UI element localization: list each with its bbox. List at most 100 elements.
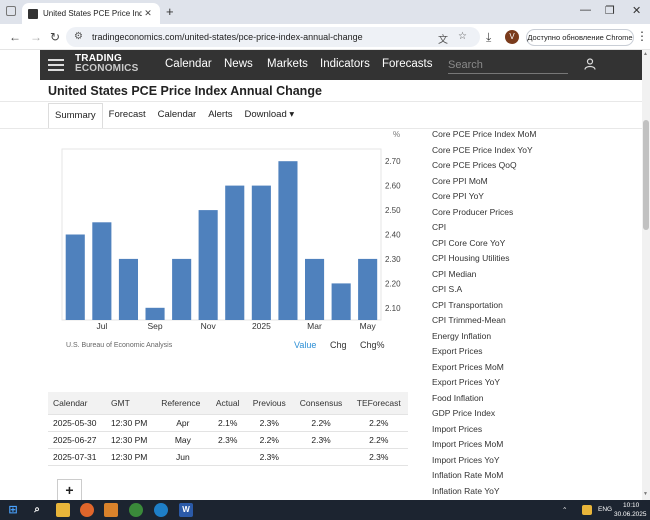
related-indicator-link[interactable]: CPI — [432, 222, 447, 232]
related-indicator-link[interactable]: Inflation Rate YoY — [432, 485, 500, 496]
add-calendar-button[interactable]: + — [57, 479, 82, 501]
nav-indicators[interactable]: Indicators — [320, 58, 370, 70]
related-indicator-link[interactable]: Inflation Rate MoM — [432, 470, 504, 480]
x-tick-label: Nov — [201, 321, 217, 331]
related-indicator-link[interactable]: Import Prices — [432, 423, 483, 434]
chart-bar[interactable] — [278, 161, 298, 320]
tab-list-icon[interactable] — [6, 6, 16, 16]
user-account-icon[interactable] — [584, 58, 596, 70]
new-tab-button[interactable]: + — [166, 4, 174, 19]
tab-close-icon[interactable]: ✕ — [144, 8, 152, 18]
url-text[interactable]: tradingeconomics.com/united-states/pce-p… — [92, 32, 363, 42]
chart-bar[interactable] — [118, 258, 138, 320]
word-icon[interactable]: W — [179, 503, 193, 517]
cell-date: 2025-06-27 — [48, 431, 106, 449]
windows-start-icon[interactable]: ⊞ — [8, 504, 18, 516]
maximize-icon[interactable]: ❐ — [605, 5, 615, 17]
scroll-down-icon[interactable]: ▼ — [643, 491, 648, 497]
related-indicator-link[interactable]: Import Prices YoY — [432, 454, 500, 465]
scroll-up-icon[interactable]: ▲ — [643, 51, 648, 57]
nav-news[interactable]: News — [224, 58, 253, 70]
related-indicator-link[interactable]: Core Producer Prices — [432, 206, 514, 217]
chart-bar[interactable] — [305, 258, 325, 320]
url-field[interactable]: ⚙ tradingeconomics.com/united-states/pce… — [66, 27, 480, 47]
nav-forecasts[interactable]: Forecasts — [382, 58, 433, 70]
site-info-icon[interactable]: ⚙ — [74, 31, 83, 42]
related-indicator-link[interactable]: Export Prices — [432, 346, 483, 356]
nav-calendar[interactable]: Calendar — [165, 58, 212, 70]
tab-title: United States PCE Price Index Ann — [43, 9, 142, 18]
hamburger-menu-icon[interactable] — [48, 59, 64, 71]
window-close-icon[interactable]: ✕ — [632, 5, 642, 17]
nav-markets[interactable]: Markets — [267, 58, 308, 70]
cell-reference: Apr — [156, 414, 210, 432]
tab-summary[interactable]: Summary — [48, 103, 103, 129]
download-icon[interactable]: ⤓ — [486, 30, 492, 44]
related-indicator-link[interactable]: Import Prices MoM — [432, 439, 504, 449]
chart-bar[interactable] — [358, 258, 378, 320]
tab-alerts[interactable]: Alerts — [208, 109, 233, 120]
chart-bar[interactable] — [331, 283, 351, 320]
chart-chg-button[interactable]: Chg — [330, 340, 347, 350]
tab-calendar[interactable]: Calendar — [157, 109, 197, 120]
cell-reference: May — [156, 431, 210, 449]
related-indicator-link[interactable]: Export Prices YoY — [432, 377, 501, 387]
file-explorer-icon[interactable] — [56, 503, 70, 517]
chart-bar[interactable] — [225, 185, 245, 320]
site-search-input[interactable] — [448, 56, 568, 74]
related-indicator-link[interactable]: Food Inflation — [432, 392, 484, 403]
browser-tab[interactable]: United States PCE Price Index Ann ✕ — [22, 3, 160, 24]
chart-bar[interactable] — [92, 222, 112, 320]
related-indicator-link[interactable]: Core PCE Prices QoQ — [432, 160, 517, 170]
related-indicator-link[interactable]: CPI S.A — [432, 284, 463, 294]
taskbar-search-icon[interactable]: ⌕ — [34, 504, 40, 515]
forward-arrow-icon[interactable]: → — [30, 30, 42, 44]
tray-app-icon[interactable] — [582, 505, 592, 515]
tab-forecast[interactable]: Forecast — [108, 109, 146, 120]
page-scrollbar[interactable]: ▲ ▼ — [642, 50, 650, 500]
clock-date[interactable]: 30.06.2025 — [614, 511, 647, 518]
keyboard-language[interactable]: ENG — [598, 506, 613, 513]
related-indicator-link[interactable]: Core PPI MoM — [432, 175, 488, 186]
tab-download[interactable]: Download ▾ — [244, 109, 295, 120]
bookmark-star-icon[interactable]: ☆ — [458, 31, 467, 42]
minimize-icon[interactable]: — — [580, 4, 591, 16]
related-indicator-link[interactable]: Core PCE Price Index MoM — [432, 129, 537, 139]
chart-bar[interactable] — [251, 185, 271, 320]
cell-date: 2025-07-31 — [48, 448, 106, 466]
col-gmt: GMT — [105, 392, 157, 415]
chrome-update-button[interactable]: Доступно обновление Chrome — [526, 29, 634, 46]
scroll-thumb[interactable] — [643, 120, 649, 230]
related-indicator-link[interactable]: Energy Inflation — [432, 330, 492, 341]
related-indicator-link[interactable]: CPI Median — [432, 268, 477, 279]
related-indicator-link[interactable]: Export Prices MoM — [432, 361, 504, 372]
cell-teforecast: 2.2% — [349, 414, 408, 432]
related-indicator-link[interactable]: Core PPI YoY — [432, 191, 484, 201]
related-indicator-link[interactable]: CPI Trimmed-Mean — [432, 315, 506, 325]
app-icon[interactable] — [104, 503, 118, 517]
back-arrow-icon[interactable]: ← — [9, 30, 21, 44]
browser-menu-icon[interactable]: ⋮ — [636, 29, 648, 43]
related-indicator-link[interactable]: CPI Housing Utilities — [432, 253, 510, 263]
chart-chg-pct-button[interactable]: Chg% — [360, 340, 385, 350]
site-logo[interactable]: TRADING ECONOMICS — [75, 54, 138, 74]
related-indicator-link[interactable]: CPI Core Core YoY — [432, 237, 506, 248]
chart-bar[interactable] — [65, 234, 85, 321]
edge-icon[interactable] — [154, 503, 168, 517]
translate-icon[interactable]: 文 — [438, 35, 448, 46]
tray-chevron-icon[interactable]: ⌃ — [562, 507, 568, 514]
chart-bar[interactable] — [172, 258, 192, 320]
reload-icon[interactable]: ↻ — [50, 30, 61, 44]
related-indicator-link[interactable]: CPI Transportation — [432, 299, 503, 310]
firefox-icon[interactable] — [80, 503, 94, 517]
chrome-icon[interactable] — [129, 503, 143, 517]
chart-value-button[interactable]: Value — [294, 340, 317, 350]
os-taskbar: ⊞ ⌕ W ⌃ ENG 10:10 30.06.2025 — [0, 500, 650, 520]
profile-avatar[interactable]: V — [505, 30, 519, 44]
clock-time[interactable]: 10:10 — [623, 502, 640, 509]
related-indicator-link[interactable]: GDP Price Index — [432, 408, 496, 418]
cell-actual: 2.1% — [209, 414, 246, 432]
chart-bar[interactable] — [145, 307, 165, 320]
chart-bar[interactable] — [198, 210, 218, 320]
related-indicator-link[interactable]: Core PCE Price Index YoY — [432, 144, 533, 155]
